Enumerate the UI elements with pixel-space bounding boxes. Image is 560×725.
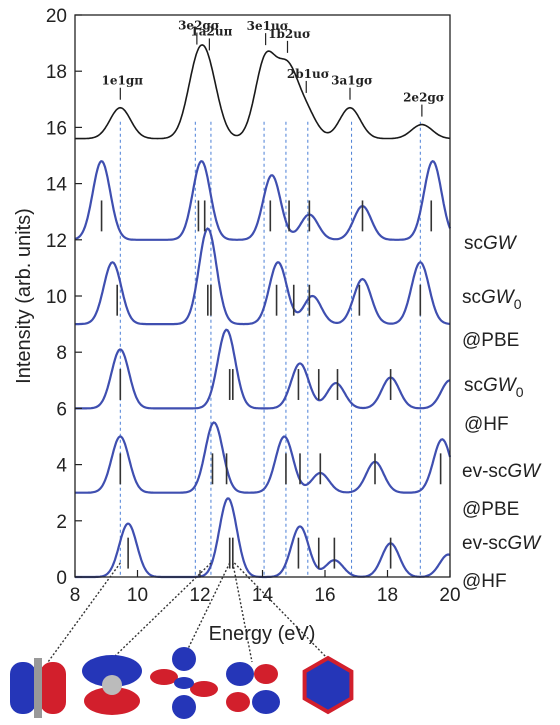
y-tick-label-9: 18 <box>46 62 67 83</box>
exp-peak-label-7: 2e2gσ <box>403 91 445 105</box>
y-tick-label-6: 12 <box>46 231 67 252</box>
x-tick-label-6: 20 <box>439 585 460 606</box>
y-tick-label-3: 6 <box>56 399 67 420</box>
orbital-images <box>10 647 354 719</box>
x-tick-label-5: 18 <box>377 585 398 606</box>
y-tick-label-5: 10 <box>46 287 67 308</box>
method-label-3: ev-scGW <box>462 461 542 482</box>
exp-peak-label-0: 1e1gπ <box>102 74 144 88</box>
plot-frame <box>74 14 451 578</box>
y-tick-label-4: 8 <box>56 343 67 364</box>
orbital-connectors <box>47 562 329 663</box>
axes <box>74 14 451 578</box>
3e1u-orbital <box>226 662 280 714</box>
x-tick-label-2: 12 <box>189 585 210 606</box>
carbon-frame <box>34 658 42 718</box>
y-tick-label-10: 20 <box>46 6 67 27</box>
y-tick-label-8: 16 <box>46 118 67 139</box>
orbital-lobe <box>172 695 196 719</box>
method-suffix-2: @HF <box>464 414 509 435</box>
x-tick-label-0: 8 <box>70 585 81 606</box>
x-axis-label: Energy (eV) <box>209 623 316 645</box>
orbital-connector-1 <box>111 562 212 660</box>
exp-peak-label-5: 2b1uσ <box>287 67 330 81</box>
y-tick-label-1: 2 <box>56 512 67 533</box>
3e2g-orbital <box>82 655 142 715</box>
orbital-lobe <box>174 677 194 689</box>
method-label-4: ev-scGW <box>462 533 542 554</box>
orbital-lobe <box>172 647 196 671</box>
y-tick-label-7: 14 <box>46 175 68 196</box>
method-suffix-1: @PBE <box>462 330 519 351</box>
orbital-connector-2 <box>183 562 231 658</box>
x-tick-label-3: 14 <box>252 585 274 606</box>
experiment-curve <box>75 44 451 140</box>
y-tick-label-2: 4 <box>56 456 67 477</box>
exp-peak-label-4: 1b2uσ <box>268 27 311 41</box>
y-axis-label: Intensity (arb. units) <box>13 208 35 384</box>
series-curve-2 <box>75 328 451 410</box>
tick-labels: 8 10 12 14 16 18 20 0 2 4 6 8 10 12 14 16 18 20 <box>46 6 461 606</box>
series-curve-4 <box>75 497 451 579</box>
orbital-lobe <box>40 662 66 714</box>
1a2u-orbital <box>150 647 218 719</box>
orbital-lobe <box>226 662 254 686</box>
spectra-curves <box>74 44 452 579</box>
orbital-lobe <box>252 690 280 714</box>
quasiparticle-sticks <box>100 200 442 569</box>
carbon-frame <box>102 675 122 695</box>
orbital-lobe <box>254 664 278 684</box>
orbital-lobe <box>82 655 142 687</box>
method-label-0: scGW <box>464 233 518 254</box>
method-suffix-4: @HF <box>462 571 507 592</box>
x-tick-label-1: 10 <box>127 585 148 606</box>
series-curve-1 <box>75 227 451 326</box>
orbital-lobe <box>190 681 218 697</box>
reference-lines <box>119 121 421 577</box>
orbital-lobe <box>84 687 140 715</box>
orbital-lobe <box>304 658 352 712</box>
method-labels: scGW scGW0 @PBE scGW0 @HF ev-scGW @PBE ev-scGW @… <box>462 233 542 592</box>
exp-peak-label-3: 3e1uσ <box>247 19 289 33</box>
method-label-1: scGW0 <box>462 287 522 312</box>
y-tick-label-0: 0 <box>56 568 67 589</box>
series-curve-0 <box>74 159 452 241</box>
method-label-2: scGW0 <box>464 375 524 400</box>
exp-peak-label-1: 3e2gσ <box>178 19 220 33</box>
orbital-lobe <box>10 662 36 714</box>
orbital-lobe <box>226 692 250 712</box>
method-suffix-3: @PBE <box>462 499 519 520</box>
orbital-connector-0 <box>47 562 121 663</box>
series-curve-3 <box>75 421 452 494</box>
orbital-connector-3 <box>232 562 253 663</box>
1b2u-orbital <box>302 655 354 715</box>
exp-peak-label-6: 3a1gσ <box>331 74 373 88</box>
orbital-lobe <box>150 669 178 685</box>
1e1g-orbital <box>10 658 66 718</box>
x-tick-label-4: 16 <box>314 585 335 606</box>
exp-peak-label-2: 1a2uπ <box>190 24 232 38</box>
orbital-lobe <box>302 655 354 715</box>
